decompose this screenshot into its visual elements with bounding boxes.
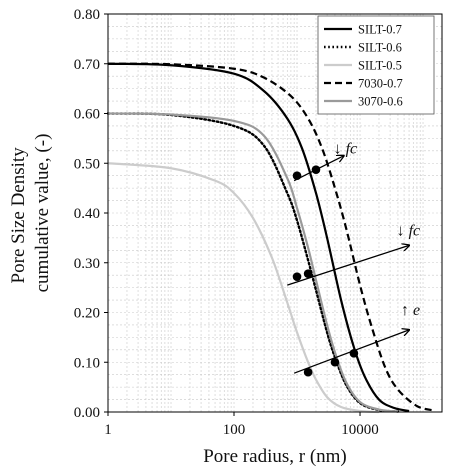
annotation-variable: fc: [409, 222, 421, 239]
annotation-point: [292, 171, 302, 180]
legend-label: 3070-0.6: [358, 95, 403, 109]
series-line-3070-0.6: [107, 112, 399, 413]
y-tick-label: 0.40: [74, 206, 100, 222]
annotation-arrow-symbol: ↓: [334, 140, 346, 157]
x-tick-label: 100: [223, 422, 246, 438]
annotation-point: [292, 272, 302, 281]
x-tick-label: 10000: [341, 422, 379, 438]
annotation-point: [303, 269, 313, 278]
legend-label: SILT-0.7: [358, 23, 402, 37]
annotation-point: [311, 165, 321, 175]
y-tick-label: 0.60: [74, 107, 100, 123]
annotation-variable: fc: [346, 140, 358, 157]
series-lines: [106, 62, 435, 414]
legend: SILT-0.7 SILT-0.6 SILT-0.5 7030-0.7 3070-0.6: [317, 15, 435, 115]
x-tick-label: 1: [104, 422, 112, 438]
y-axis-label-line-1: Pore Size Density: [8, 147, 29, 284]
legend-label: 7030-0.7: [358, 77, 403, 91]
annotation-point: [303, 367, 313, 377]
y-tick-label: 0.20: [74, 306, 100, 322]
series-line-silt-0.7: [107, 62, 410, 413]
x-axis-label: Pore radius, r (nm): [203, 446, 347, 467]
annotation-arrow: [287, 245, 409, 286]
y-tick-label: 0.30: [74, 256, 100, 272]
y-tick-label: 0.50: [74, 156, 100, 172]
legend-label: SILT-0.6: [358, 41, 402, 55]
series-line-7030-0.7: [107, 62, 435, 412]
y-tick-label: 0.80: [74, 7, 100, 23]
annotation-arrow-symbol: ↓: [397, 222, 409, 239]
y-tick-label: 0.00: [74, 405, 100, 421]
annotations: ↓ fc↓ fc↑ e: [287, 140, 421, 377]
annotation-label: ↓ fc: [334, 140, 358, 157]
annotation-label: ↓ fc: [397, 222, 421, 239]
legend-label: SILT-0.5: [358, 59, 402, 73]
y-axis-label-line-2: cumulative value, (-): [32, 134, 53, 293]
y-axis-label: Pore Size Density cumulative value, (-): [8, 134, 53, 293]
annotation-point: [349, 348, 359, 358]
annotation-point: [330, 357, 340, 367]
series-line-silt-0.5: [107, 162, 380, 414]
y-tick-label: 0.10: [74, 355, 100, 371]
y-tick-label: 0.70: [74, 57, 100, 73]
annotation-arrow-symbol: ↑: [401, 302, 413, 319]
axis-ticks: 1 100 10000 0.00 0.10 0.20 0.30 0.40 0.50 0.60 0.7…: [74, 7, 379, 438]
annotation-variable: e: [413, 302, 420, 319]
annotation-label: ↑ e: [401, 302, 420, 319]
